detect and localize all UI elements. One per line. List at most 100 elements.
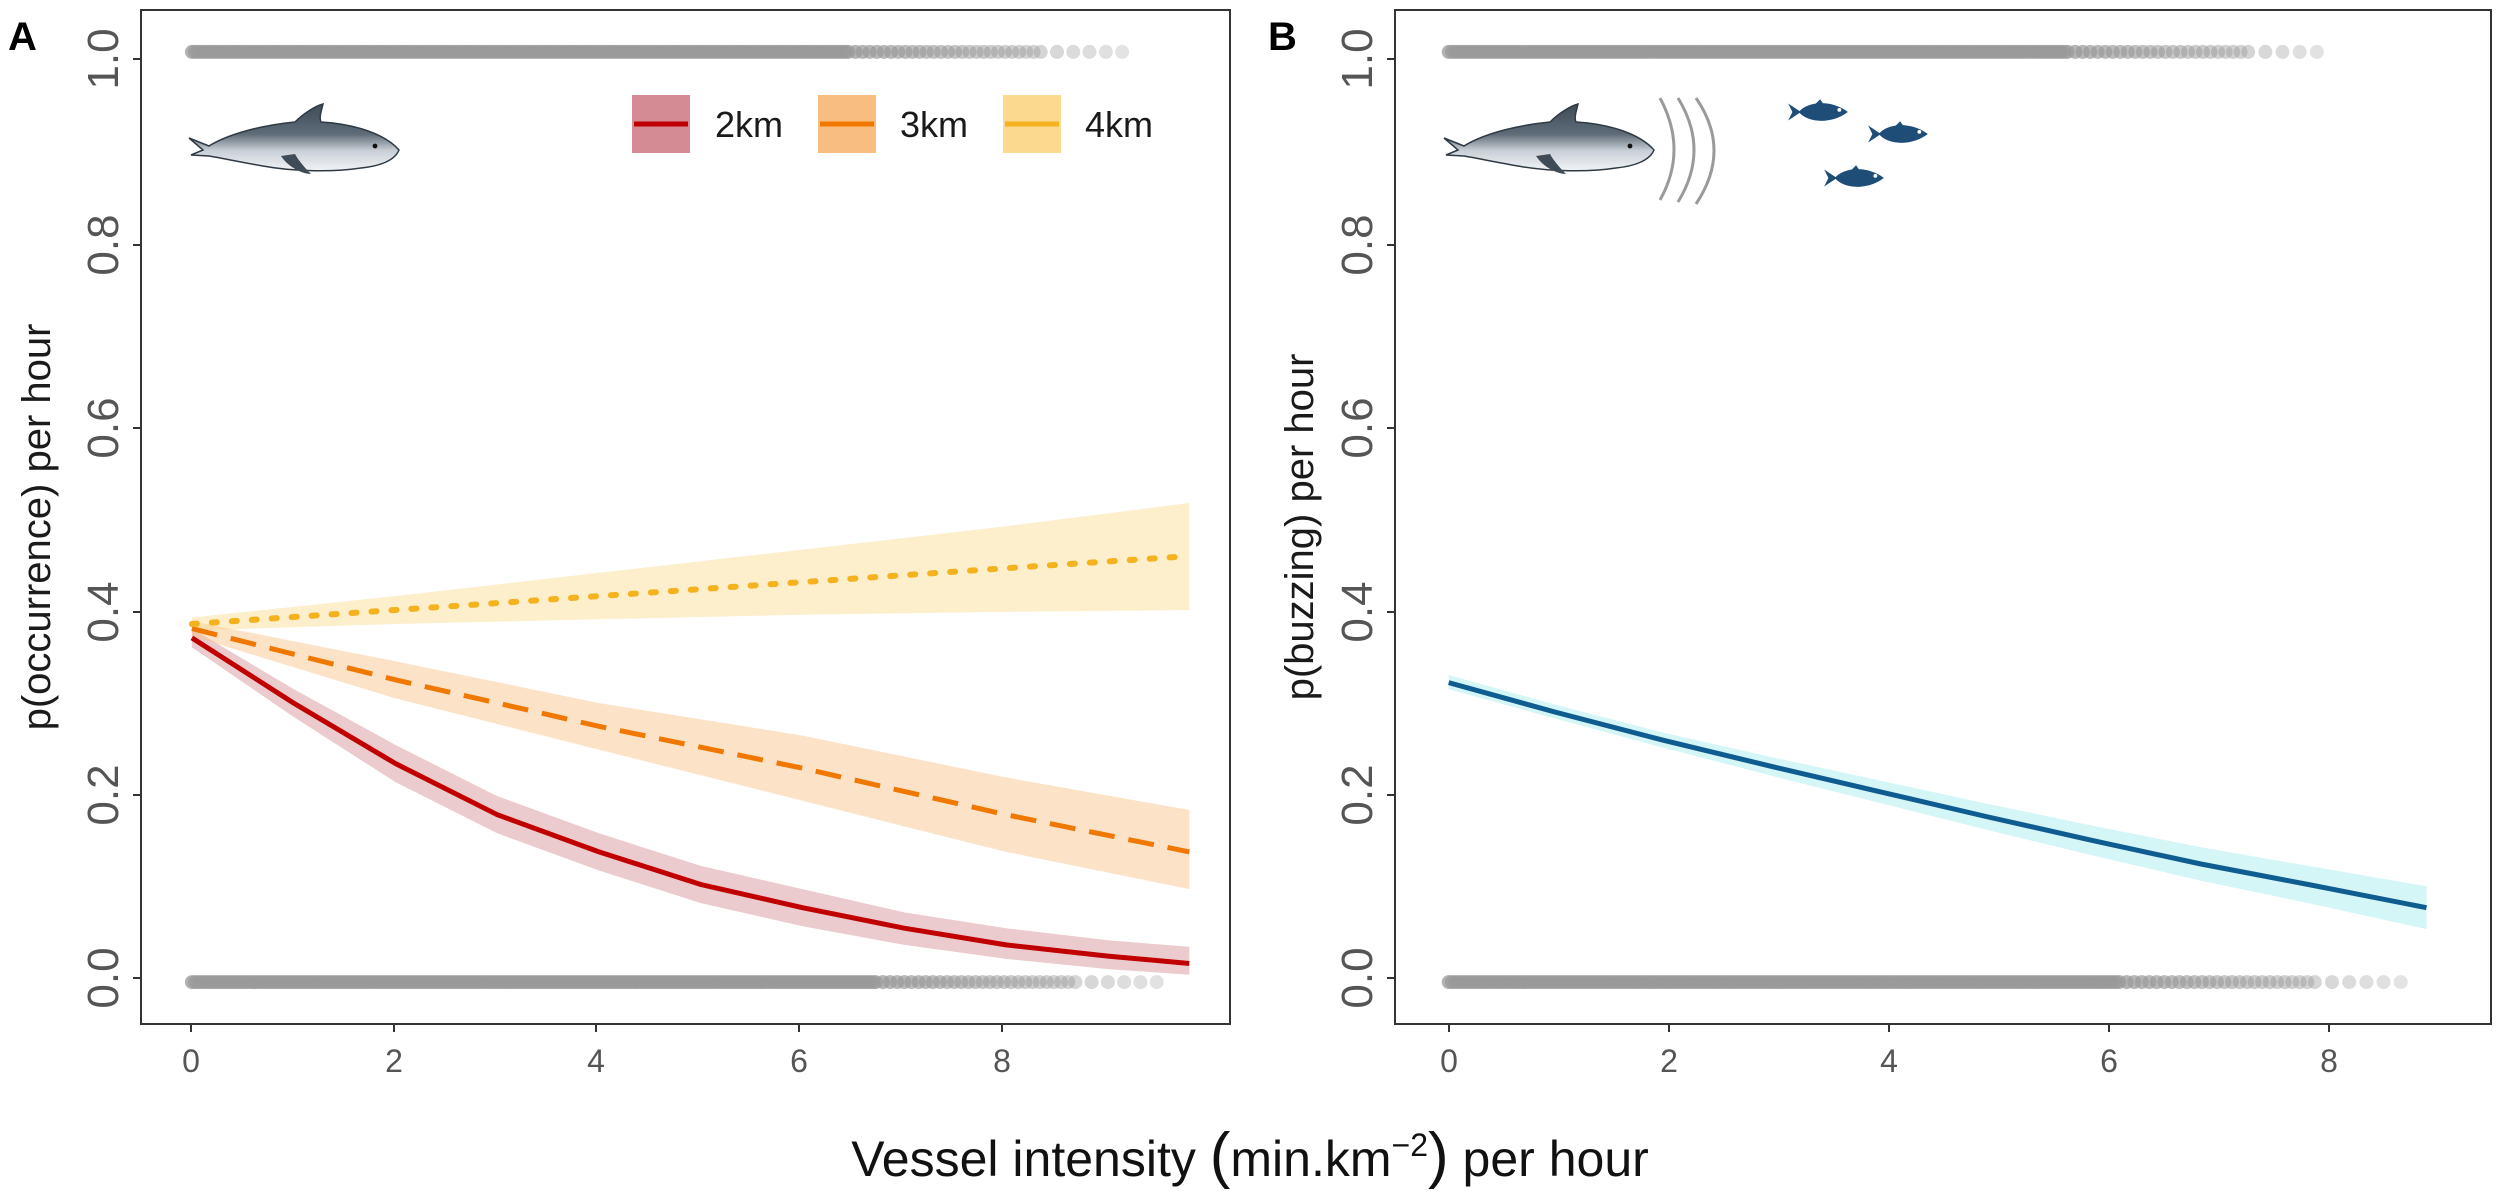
y-tick-marks-a xyxy=(133,58,141,979)
y-tick-label: 0.6 xyxy=(1333,397,1382,458)
y-tick-label: 0.8 xyxy=(1333,214,1382,275)
series-b xyxy=(1448,675,2427,930)
series-line-buzzing xyxy=(1448,680,2427,911)
rug-point xyxy=(2300,975,2315,990)
rug-point xyxy=(2196,44,2210,59)
y-tick-label: 0.8 xyxy=(79,214,128,275)
rug-points-b xyxy=(1441,44,2408,990)
panel-b: B p(buzzing) per hour 0.0 0.2 0.4 0.6 0.… xyxy=(1268,9,2492,1079)
x-tick-label: 2 xyxy=(1660,1043,1678,1079)
x-tick-label: 6 xyxy=(2100,1043,2118,1079)
legend-label-2km: 2km xyxy=(715,104,783,145)
y-tick-label: 0.2 xyxy=(1333,764,1382,825)
series-line-2km xyxy=(190,635,1190,966)
rug-point xyxy=(1061,975,1076,990)
rug-point xyxy=(1098,44,1113,59)
x-tick-marks-b xyxy=(1448,1024,2330,1032)
confidence-band-4km xyxy=(191,503,1190,631)
y-tick-marks-b xyxy=(1387,58,1395,979)
x-tick-label: 0 xyxy=(182,1043,200,1079)
y-axis-label-a: p(occurrence) per hour xyxy=(15,324,59,731)
plot-frame-a xyxy=(140,9,1231,1025)
confidence-band-buzzing xyxy=(1448,675,2427,930)
confidence-band-3km xyxy=(191,621,1190,890)
rug-points-a xyxy=(184,44,1164,990)
rug-point xyxy=(2275,44,2290,59)
rug-point xyxy=(1149,975,1164,990)
y-tick-label: 0.4 xyxy=(79,581,128,642)
y-tick-label: 0.6 xyxy=(79,397,128,458)
rug-point xyxy=(2292,44,2307,59)
confidence-band-2km xyxy=(191,628,1190,975)
rug-point xyxy=(1066,44,1081,59)
x-tick-labels-b: 0 2 4 6 8 xyxy=(1440,1043,2338,1079)
y-tick-labels-b: 0.0 0.2 0.4 0.6 0.8 1.0 xyxy=(1333,28,1382,1008)
rug-point xyxy=(2262,975,2277,990)
y-axis-label-b: p(buzzing) per hour xyxy=(1278,354,1322,701)
echolocation-waves-icon xyxy=(1658,97,1716,205)
legend-a: 2km 3km 4km xyxy=(632,95,1153,153)
y-tick-label: 0.0 xyxy=(1333,947,1382,1008)
rug-point xyxy=(2211,44,2226,59)
legend-label-4km: 4km xyxy=(1085,104,1153,145)
panel-label-b: B xyxy=(1268,15,1297,59)
rug-point xyxy=(998,44,1013,59)
rug-point xyxy=(1054,975,1069,990)
y-tick-label: 0.2 xyxy=(79,764,128,825)
fish-icon xyxy=(1824,165,1884,187)
series-a xyxy=(188,503,1193,975)
series-line-4km xyxy=(188,553,1193,627)
rug-point xyxy=(1019,44,1034,59)
x-tick-label: 8 xyxy=(993,1043,1011,1079)
rug-point xyxy=(2359,975,2374,990)
y-tick-label: 0.0 xyxy=(79,947,128,1008)
rug-point xyxy=(2241,44,2256,59)
rug-point xyxy=(1026,44,1041,59)
x-tick-label: 6 xyxy=(790,1043,808,1079)
rug-point xyxy=(2258,44,2273,59)
x-tick-label: 0 xyxy=(1440,1043,1458,1079)
rug-point xyxy=(2226,44,2241,59)
x-axis-label: Vessel intensity (min.km−2) per hour xyxy=(851,1121,1649,1190)
rug-point xyxy=(2277,975,2292,990)
x-tick-labels-a: 0 2 4 6 8 xyxy=(182,1043,1011,1079)
rug-point xyxy=(1025,975,1040,990)
x-tick-label: 2 xyxy=(385,1043,403,1079)
rug-point xyxy=(1039,975,1054,990)
x-tick-marks-a xyxy=(190,1024,1003,1032)
rug-point xyxy=(1115,44,1130,59)
rug-point xyxy=(983,44,998,59)
rug-point xyxy=(2307,975,2322,990)
rug-point xyxy=(1018,975,1033,990)
harbour-porpoise-icon xyxy=(1443,103,1655,175)
rug-point xyxy=(1012,44,1027,59)
plot-frame-b xyxy=(1394,9,2492,1025)
fish-icon xyxy=(1868,121,1928,143)
fish-icon xyxy=(1788,99,1848,121)
rug-point xyxy=(1117,975,1132,990)
rug-point xyxy=(2285,975,2300,990)
rug-point xyxy=(2393,975,2408,990)
rug-point xyxy=(1133,975,1148,990)
series-line-3km xyxy=(191,626,1190,855)
legend-label-3km: 3km xyxy=(900,104,968,145)
rug-point xyxy=(991,44,1005,59)
rug-point xyxy=(2218,44,2233,59)
rug-point xyxy=(2203,44,2218,59)
rug-point xyxy=(1033,44,1048,59)
x-tick-label: 8 xyxy=(2320,1043,2338,1079)
rug-point xyxy=(1082,44,1097,59)
rug-point xyxy=(1046,975,1061,990)
rug-point xyxy=(1032,975,1047,990)
y-tick-label: 1.0 xyxy=(1333,28,1382,89)
x-tick-label: 4 xyxy=(1880,1043,1898,1079)
harbour-porpoise-icon xyxy=(188,103,400,175)
rug-point xyxy=(1100,975,1115,990)
x-tick-label: 4 xyxy=(587,1043,605,1079)
rug-point xyxy=(1068,975,1083,990)
rug-point xyxy=(1005,44,1020,59)
rug-point xyxy=(2309,44,2324,59)
rug-point xyxy=(1084,975,1099,990)
y-tick-labels-a: 0.0 0.2 0.4 0.6 0.8 1.0 xyxy=(79,28,128,1008)
rug-point xyxy=(2270,975,2285,990)
